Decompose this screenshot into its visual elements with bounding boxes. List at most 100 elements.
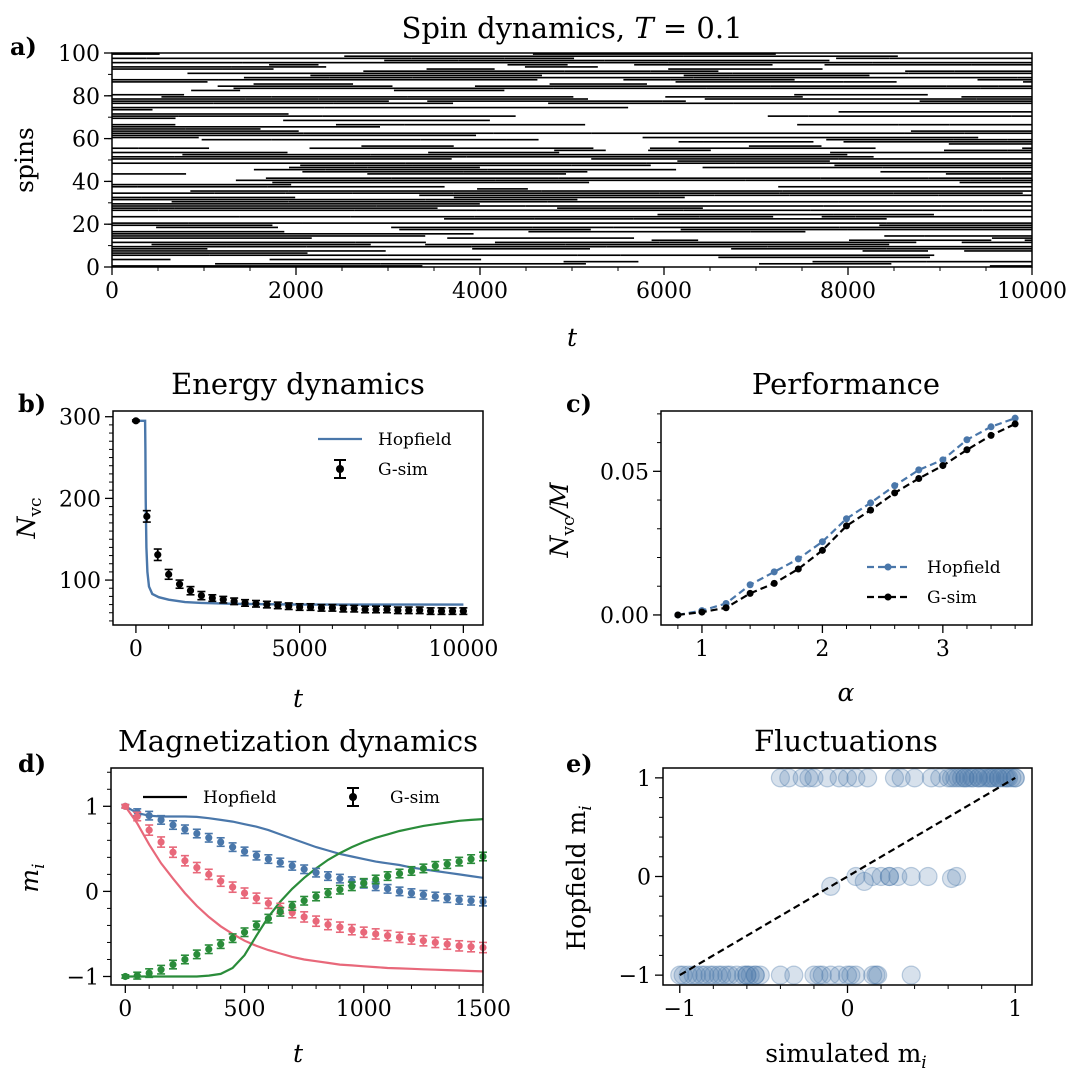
spin-segment bbox=[112, 222, 189, 224]
scatter-point bbox=[829, 768, 849, 788]
gsim-energy-point bbox=[143, 512, 151, 520]
spin-segment bbox=[384, 59, 459, 62]
spin-segment bbox=[336, 100, 389, 102]
scatter-point bbox=[941, 768, 962, 788]
gsim-red-point bbox=[205, 870, 213, 878]
panel-d-xtick-label: 0 bbox=[118, 997, 132, 1022]
spin-segment bbox=[735, 162, 827, 165]
panel-a-ytick-label: 40 bbox=[72, 170, 100, 195]
gsim-performance-point bbox=[1011, 420, 1019, 428]
scatter-point bbox=[804, 965, 824, 985]
spin-segment bbox=[838, 158, 1032, 160]
spin-segment bbox=[778, 185, 1032, 188]
spin-segment bbox=[678, 140, 704, 143]
spin-segment bbox=[605, 230, 751, 233]
scatter-point bbox=[712, 965, 732, 985]
panel-c-plot bbox=[674, 414, 1019, 619]
spin-segment bbox=[714, 194, 790, 197]
gsim-performance-point bbox=[770, 579, 778, 587]
spin-segment bbox=[926, 260, 1032, 263]
spin-segment bbox=[112, 183, 292, 186]
spin-segment bbox=[112, 258, 171, 261]
scatter-point bbox=[770, 965, 791, 985]
panel-c-xlabel: α bbox=[838, 678, 855, 707]
gsim-blue-point bbox=[419, 891, 427, 899]
spin-segment bbox=[745, 132, 905, 135]
spin-segment bbox=[964, 250, 1032, 252]
spin-segment bbox=[495, 179, 746, 182]
panel-c-performance: Performance c) 1 2 3 0.00 0.05 α Nvc/M Hopfi… bbox=[545, 367, 1033, 707]
spin-segment bbox=[651, 239, 699, 242]
spin-segment bbox=[1007, 138, 1032, 141]
spin-segment bbox=[843, 81, 897, 83]
hopfield-performance-point bbox=[1011, 414, 1019, 422]
gsim-red-point bbox=[193, 863, 201, 872]
spin-segment bbox=[665, 96, 803, 98]
spin-segment bbox=[233, 87, 308, 90]
spin-segment bbox=[112, 237, 312, 239]
panel-a-ytick-label: 20 bbox=[72, 213, 100, 238]
spin-segment bbox=[847, 228, 1032, 231]
panel-d-ylabel: mi bbox=[15, 863, 49, 892]
spin-segment bbox=[187, 72, 371, 75]
gsim-performance-point bbox=[698, 608, 706, 616]
gsim-red-point bbox=[229, 883, 237, 891]
spin-segment bbox=[938, 194, 1032, 197]
spin-segment bbox=[112, 203, 480, 205]
gsim-green-point bbox=[300, 897, 308, 905]
spin-segment bbox=[548, 102, 734, 105]
spin-segment bbox=[283, 119, 490, 122]
gsim-blue-point bbox=[157, 816, 165, 824]
spin-segment bbox=[325, 168, 488, 171]
spin-segment bbox=[646, 162, 736, 165]
gsim-energy-point bbox=[208, 594, 216, 602]
spin-segment bbox=[739, 226, 840, 229]
spin-segment bbox=[848, 239, 992, 242]
spin-segment bbox=[191, 89, 241, 92]
gsim-energy-point bbox=[306, 603, 315, 611]
spin-segment bbox=[750, 230, 806, 233]
panel-c-axes: 1 2 3 0.00 0.05 bbox=[600, 413, 1016, 662]
panel-d-xtick-label: 1000 bbox=[336, 997, 392, 1022]
spin-segment bbox=[425, 243, 566, 246]
scatter-point bbox=[988, 768, 1009, 788]
spin-segment bbox=[823, 205, 942, 207]
spin-segment bbox=[190, 190, 289, 192]
panel-d-title: Magnetization dynamics bbox=[118, 724, 478, 758]
spin-segment bbox=[977, 78, 1032, 81]
spin-segment bbox=[668, 68, 823, 70]
scatter-point bbox=[1005, 768, 1025, 788]
spin-segment bbox=[112, 61, 243, 64]
gsim-energy-point bbox=[296, 603, 304, 611]
spin-segment bbox=[201, 138, 272, 141]
spin-segment bbox=[683, 74, 870, 77]
spin-segment bbox=[217, 198, 426, 201]
spin-segment bbox=[613, 226, 740, 229]
spin-segment bbox=[493, 132, 592, 135]
spin-segment bbox=[322, 115, 516, 117]
spin-segment bbox=[112, 209, 159, 212]
spin-segment bbox=[171, 200, 289, 203]
spin-segment bbox=[474, 215, 700, 218]
spin-segment bbox=[112, 134, 477, 137]
spin-segment bbox=[389, 132, 494, 135]
spin-segment bbox=[112, 117, 176, 120]
gsim-red-point bbox=[157, 838, 165, 846]
scatter-point bbox=[770, 768, 791, 788]
gsim-red-point bbox=[252, 894, 261, 902]
spin-segment bbox=[354, 209, 477, 212]
spin-segment bbox=[419, 194, 715, 197]
spin-segment bbox=[532, 53, 776, 55]
gsim-green-point bbox=[133, 972, 141, 980]
gsim-performance-point bbox=[939, 462, 947, 470]
spin-segment bbox=[112, 155, 175, 158]
gsim-performance-point bbox=[891, 489, 899, 497]
spin-segment bbox=[565, 243, 890, 246]
gsim-blue-point bbox=[395, 887, 404, 895]
spin-segment bbox=[112, 250, 386, 252]
spin-segment bbox=[976, 98, 1032, 100]
spin-segment bbox=[138, 147, 210, 150]
panel-a-ylabel: spins bbox=[10, 127, 39, 193]
scatter-point bbox=[946, 866, 967, 887]
spin-segment bbox=[447, 237, 635, 239]
